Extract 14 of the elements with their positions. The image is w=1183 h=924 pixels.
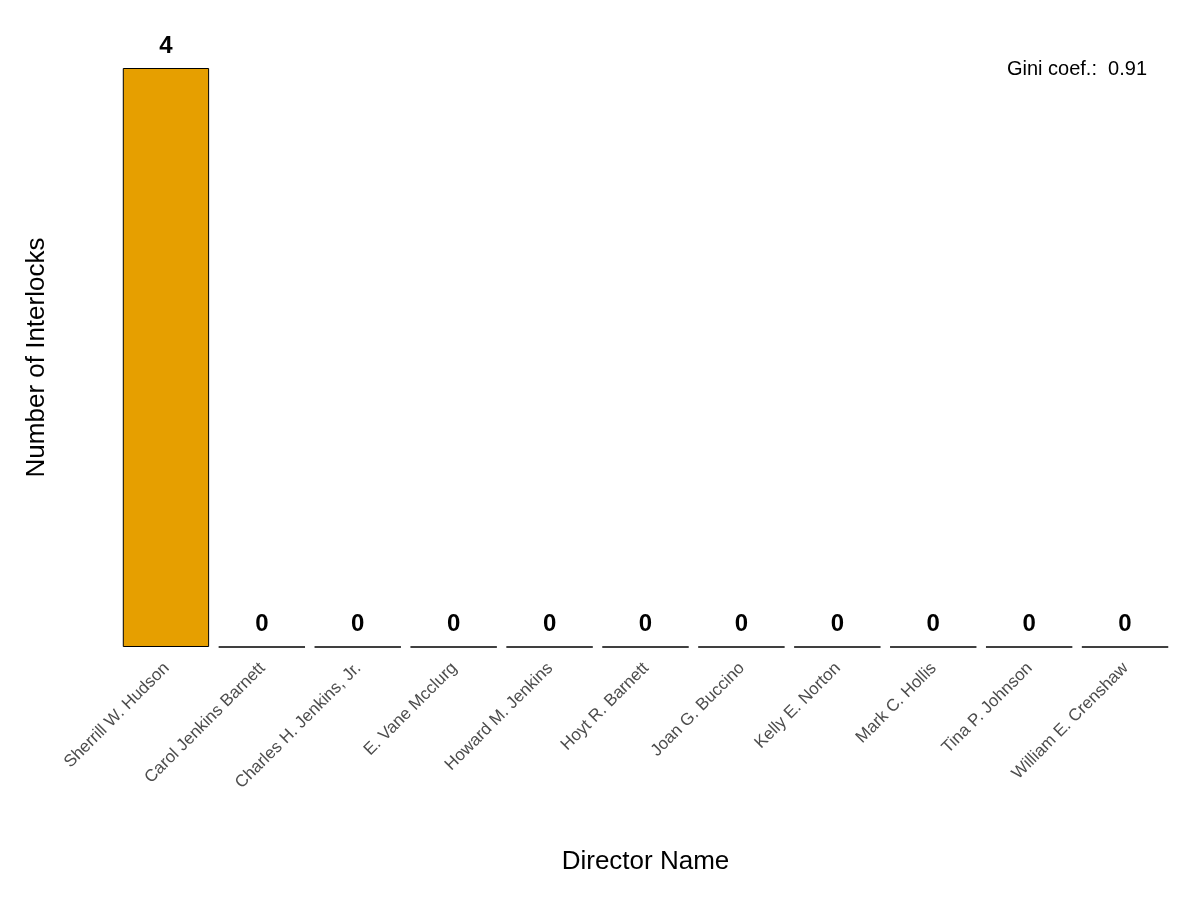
y-axis-title: Number of Interlocks xyxy=(20,237,50,478)
data-label: 0 xyxy=(1022,609,1036,636)
data-label: 0 xyxy=(1118,609,1132,636)
data-label: 0 xyxy=(351,609,365,636)
data-label: 0 xyxy=(447,609,461,636)
x-axis-title: Director Name xyxy=(561,845,730,875)
data-label: 0 xyxy=(926,609,940,636)
data-label: 0 xyxy=(638,609,653,636)
data-label: 0 xyxy=(734,609,749,636)
data-label: 0 xyxy=(830,609,844,636)
data-label: 0 xyxy=(542,609,557,636)
data-label: 4 xyxy=(159,30,174,58)
annotation: Gini coef.: 0.91 xyxy=(1006,57,1147,79)
data-label: 0 xyxy=(255,609,269,636)
